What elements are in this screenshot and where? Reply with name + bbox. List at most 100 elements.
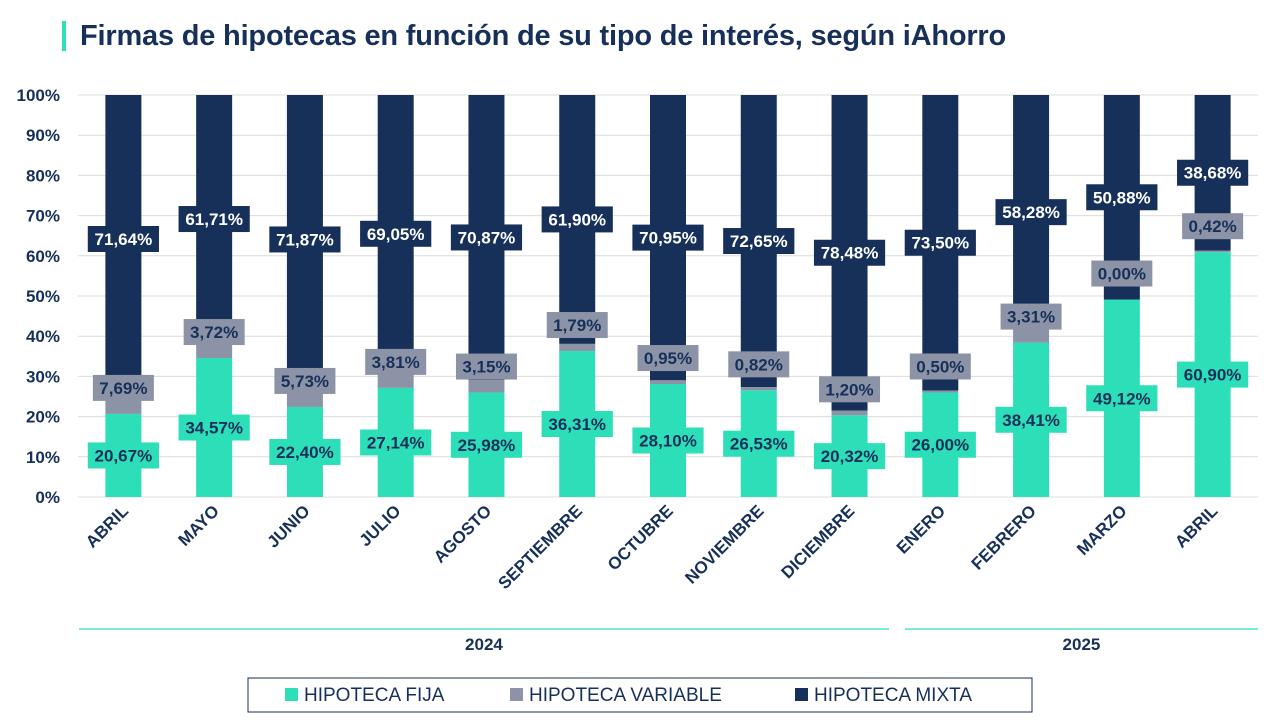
data-label: 22,40%	[269, 438, 341, 465]
data-label-text: 61,71%	[185, 210, 243, 229]
data-label: 20,67%	[87, 442, 159, 469]
data-label-box	[1086, 184, 1158, 211]
data-label-box	[541, 411, 613, 438]
bar-segment-variable	[559, 343, 596, 352]
data-label: 70,87%	[450, 224, 523, 251]
bar-segment-variable	[196, 343, 233, 359]
data-label: 61,71%	[178, 206, 250, 233]
data-label: 69,05%	[360, 220, 432, 247]
bar-segment-variable	[922, 390, 959, 393]
data-label: 5,73%	[274, 367, 336, 394]
data-label-text: 0,42%	[1189, 217, 1237, 236]
data-label-box	[723, 430, 795, 457]
data-label-text: 26,53%	[730, 435, 788, 454]
data-label: 0,00%	[1091, 260, 1153, 287]
data-label-box	[360, 220, 432, 247]
data-label-text: 1,79%	[553, 316, 601, 335]
data-label: 60,90%	[1177, 361, 1249, 388]
y-tick-label: 10%	[26, 448, 60, 467]
category-label: MAYO	[175, 501, 223, 549]
category-label: MARZO	[1073, 501, 1131, 559]
legend-swatch-variable	[510, 688, 523, 701]
data-label: 3,81%	[365, 348, 427, 375]
data-label-box	[546, 312, 608, 339]
data-label: 73,50%	[904, 229, 976, 256]
data-label-text: 0,95%	[644, 349, 692, 368]
data-label-text: 27,14%	[367, 433, 425, 452]
data-label-box	[909, 353, 971, 380]
data-label-text: 38,41%	[1002, 411, 1060, 430]
data-label-text: 20,32%	[821, 447, 879, 466]
bar-segment-variable	[650, 380, 686, 385]
data-label-text: 71,87%	[276, 230, 334, 249]
data-label-box	[450, 224, 523, 251]
chart-title: Firmas de hipotecas en función de su tip…	[80, 19, 1007, 52]
data-label-box	[178, 414, 250, 441]
data-label-box	[637, 345, 699, 372]
data-label-text: 60,90%	[1184, 366, 1242, 385]
data-label: 36,31%	[541, 411, 613, 438]
data-label-box	[632, 427, 704, 454]
y-tick-label: 90%	[26, 126, 60, 145]
y-tick-label: 60%	[26, 247, 60, 266]
bar-segment-variable	[1013, 329, 1050, 343]
data-label-box	[1182, 213, 1244, 240]
data-label-text: 49,12%	[1093, 389, 1151, 408]
category-label: OCTUBRE	[604, 501, 677, 574]
data-label: 50,88%	[1086, 184, 1158, 211]
category-label: ABRIL	[82, 501, 132, 551]
data-label: 3,15%	[455, 353, 517, 380]
data-label-text: 34,57%	[185, 419, 243, 438]
data-label-text: 20,67%	[95, 446, 153, 465]
data-label: 0,95%	[637, 345, 699, 372]
data-label-text: 73,50%	[911, 234, 969, 253]
data-label-box	[904, 229, 976, 256]
data-label-box	[541, 206, 613, 233]
data-label-box	[904, 431, 976, 458]
data-label-text: 25,98%	[458, 436, 516, 455]
data-label-text: 61,90%	[548, 210, 606, 229]
y-tick-label: 50%	[26, 287, 60, 306]
category-label: SEPTIEMBRE	[494, 501, 586, 593]
legend-swatch-mixta	[795, 688, 808, 701]
y-tick-label: 100%	[17, 86, 60, 105]
category-label: FEBRERO	[968, 501, 1040, 573]
title-block: Firmas de hipotecas en función de su tip…	[62, 14, 1006, 58]
data-label: 1,20%	[819, 376, 881, 403]
data-label-box	[723, 228, 795, 255]
category-label: JUNIO	[264, 501, 314, 551]
data-label-box	[1177, 159, 1249, 186]
legend-label-mixta: HIPOTECA MIXTA	[814, 685, 972, 706]
data-label-box	[87, 442, 159, 469]
data-label: 38,68%	[1177, 159, 1249, 186]
y-tick-label: 0%	[35, 488, 60, 507]
bar-segment-variable	[740, 387, 777, 391]
category-label: DICIEMBRE	[777, 501, 858, 582]
title-accent-bar	[62, 21, 66, 51]
legend-label-fija: HIPOTECA FIJA	[304, 685, 445, 706]
category-label: NOVIEMBRE	[681, 501, 767, 587]
data-label-text: 3,72%	[190, 323, 238, 342]
data-label-box	[269, 438, 341, 465]
y-tick-label: 30%	[26, 367, 60, 386]
data-label-box	[87, 225, 159, 252]
category-label: AGOSTO	[430, 501, 495, 566]
data-label: 3,31%	[1000, 303, 1062, 330]
data-label-text: 3,31%	[1007, 308, 1055, 327]
data-label-text: 58,28%	[1002, 203, 1060, 222]
data-label: 34,57%	[178, 414, 250, 441]
data-label-text: 70,95%	[639, 229, 697, 248]
data-label-box	[183, 319, 245, 346]
data-label-text: 78,48%	[821, 244, 879, 263]
bar-segment-variable	[1194, 250, 1231, 253]
year-label: 2025	[1063, 635, 1101, 654]
data-label-box	[1086, 385, 1158, 412]
data-label: 0,42%	[1182, 213, 1244, 240]
data-label-text: 7,69%	[99, 379, 147, 398]
legend-swatch-fija	[285, 688, 298, 701]
data-label: 3,72%	[183, 319, 245, 346]
data-label: 71,64%	[87, 225, 159, 252]
data-label: 78,48%	[813, 239, 886, 266]
data-label-box	[995, 199, 1067, 226]
